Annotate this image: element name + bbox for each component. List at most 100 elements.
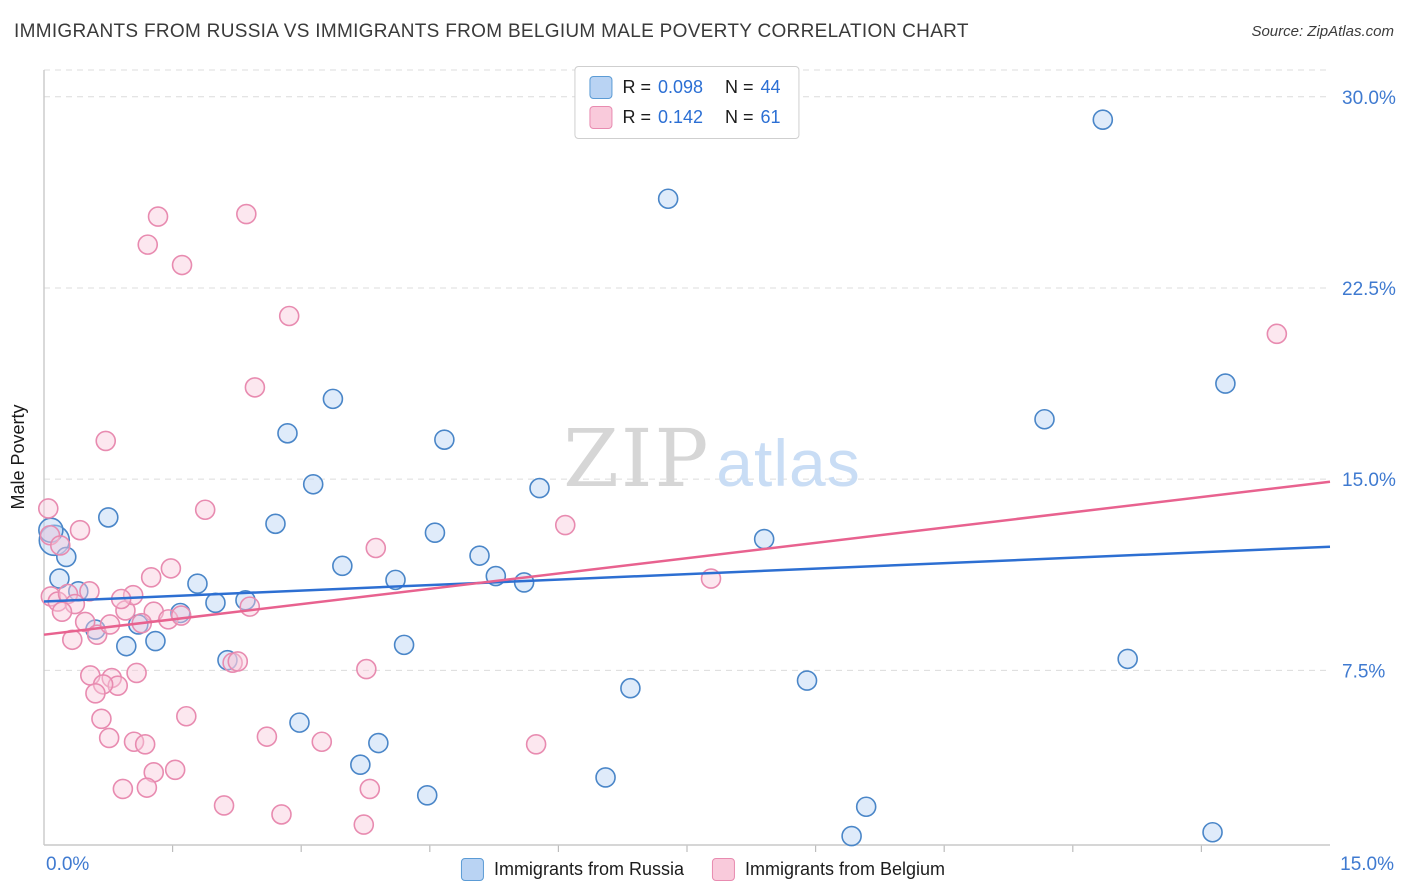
watermark-zip: ZIP <box>563 412 710 505</box>
scatter-point-belgium <box>227 651 249 672</box>
russia-legend-swatch <box>460 858 484 881</box>
source-attribution: Source: ZipAtlas.com <box>1251 23 1394 40</box>
y-axis-tick-label: 22.5% <box>1342 279 1396 300</box>
n-label: N = <box>725 77 754 97</box>
r-label: R = <box>622 107 651 127</box>
scatter-point-russia <box>98 507 119 528</box>
scatter-point-russia <box>855 796 877 818</box>
scatter-point-belgium <box>365 537 387 559</box>
grid-layer: 30.0% 22.5% 15.0% 7.5% <box>44 69 1396 852</box>
scatter-point-belgium <box>140 567 162 588</box>
scatter-point-belgium <box>99 614 121 635</box>
scatter-point-russia <box>332 555 353 577</box>
scatter-point-belgium <box>239 596 261 617</box>
scatter-point-russia <box>1034 408 1055 430</box>
scatter-point-belgium <box>171 254 193 276</box>
scatter-point-russia <box>145 630 166 652</box>
scatter-point-belgium <box>213 795 235 816</box>
scatter-point-russia <box>595 767 616 788</box>
scatter-point-belgium <box>244 377 266 398</box>
scatter-point-belgium <box>256 726 278 747</box>
scatter-point-belgium <box>112 778 134 800</box>
scatter-point-russia <box>1202 821 1223 843</box>
page-title: IMMIGRANTS FROM RUSSIA VS IMMIGRANTS FRO… <box>14 21 969 42</box>
n-value-russia: 44 <box>760 77 781 97</box>
scatter-point-belgium <box>160 558 182 579</box>
belgium-legend-swatch <box>711 858 735 881</box>
scatter-point-belgium <box>51 601 73 623</box>
legend-entry-russia: Immigrants from Russia <box>460 858 684 881</box>
series-legend: Immigrants from Russia Immigrants from B… <box>460 858 946 881</box>
scatter-point-belgium <box>37 498 59 519</box>
x-axis-max-label: 15.0% <box>1340 854 1394 875</box>
legend-row-belgium: R = 0.142 N = 61 <box>589 106 781 129</box>
scatter-point-belgium <box>236 203 257 225</box>
scatter-point-belgium <box>176 705 197 727</box>
scatter-point-russia <box>277 422 298 444</box>
zipatlas-watermark: ZIPatlas <box>563 412 860 505</box>
scatter-point-belgium <box>69 519 91 541</box>
russia-swatch <box>589 76 613 99</box>
r-label: R = <box>622 77 651 97</box>
scatter-point-belgium <box>164 759 186 781</box>
scatter-point-russia <box>1215 373 1236 394</box>
scatter-point-russia <box>205 592 226 614</box>
scatter-point-belgium <box>85 683 106 704</box>
scatter-point-belgium <box>353 814 375 835</box>
correlation-stats-legend: R = 0.098 N = 44 R = 0.142 N = 61 <box>574 66 800 139</box>
belgium-swatch <box>589 106 613 129</box>
scatter-point-russia <box>393 634 415 656</box>
scatter-point-belgium <box>356 658 377 680</box>
y-axis-tick-label: 30.0% <box>1342 88 1396 109</box>
scatter-point-belgium <box>134 734 156 755</box>
scatter-point-belgium <box>49 535 71 556</box>
scatter-point-russia <box>49 568 70 589</box>
scatter-point-russia <box>385 569 406 591</box>
scatter-point-belgium <box>554 514 576 536</box>
scatter-point-russia <box>620 677 641 699</box>
scatter-point-belgium <box>271 804 292 825</box>
scatter-point-russia <box>753 528 775 550</box>
y-axis-tick-label: 7.5% <box>1342 661 1385 682</box>
scatter-point-russia <box>265 513 286 535</box>
scatter-point-belgium <box>122 584 144 606</box>
scatter-point-belgium <box>525 734 547 755</box>
y-axis-tick-label: 15.0% <box>1342 470 1396 491</box>
scatter-point-russia <box>469 545 490 566</box>
trend-line-belgium <box>43 480 1331 636</box>
scatter-point-russia <box>368 732 389 754</box>
trend-lines-layer <box>43 480 1331 636</box>
scatter-point-belgium <box>278 305 300 327</box>
belgium-legend-label: Immigrants from Belgium <box>744 859 946 879</box>
scatter-point-belgium <box>170 605 192 626</box>
scatter-point-russia <box>55 546 77 568</box>
scatter-point-russia <box>434 429 455 450</box>
scatter-point-russia <box>1117 648 1138 670</box>
r-value-russia: 0.098 <box>657 77 704 97</box>
scatter-point-russia <box>416 784 438 806</box>
scatter-point-russia <box>424 522 446 544</box>
x-axis-min-label: 0.0% <box>46 854 89 875</box>
scatter-point-belgium <box>126 662 147 684</box>
n-label: N = <box>725 107 754 127</box>
scatter-point-russia <box>657 188 679 210</box>
trend-line-russia <box>43 545 1331 603</box>
scatter-point-belgium <box>311 731 333 753</box>
scatter-point-belgium <box>1266 323 1288 345</box>
scatter-point-belgium <box>74 611 96 633</box>
watermark-atlas: atlas <box>716 426 860 500</box>
scatter-point-belgium <box>98 727 120 749</box>
legend-row-russia: R = 0.098 N = 44 <box>589 76 781 99</box>
scatter-point-belgium <box>359 778 381 800</box>
scatter-point-belgium <box>107 675 129 696</box>
scatter-point-belgium <box>137 234 159 255</box>
scatter-point-russia <box>350 754 371 775</box>
scatter-point-belgium <box>91 708 112 730</box>
scatter-point-belgium <box>136 777 158 798</box>
scatter-point-belgium <box>194 499 216 521</box>
scatter-point-russia <box>302 473 324 495</box>
y-axis-title: Male Poverty <box>8 404 28 509</box>
scatter-point-belgium <box>79 581 100 602</box>
r-value-belgium: 0.142 <box>657 107 704 127</box>
